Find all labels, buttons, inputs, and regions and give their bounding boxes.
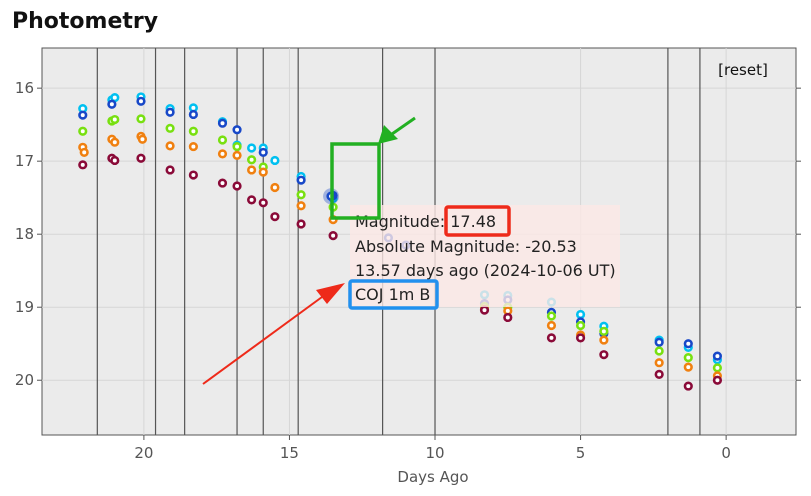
blue-highlight-box [348, 279, 439, 310]
data-point[interactable] [217, 118, 228, 128]
y-tick-label: 16 [15, 79, 34, 97]
data-point[interactable] [683, 339, 693, 349]
y-tick-label: 20 [15, 371, 34, 389]
data-point[interactable] [232, 181, 242, 191]
data-point[interactable] [107, 99, 117, 109]
x-axis-label: Days Ago [397, 468, 468, 486]
data-point[interactable] [712, 363, 722, 373]
x-tick-label: 15 [280, 444, 299, 462]
data-point[interactable] [575, 309, 586, 320]
x-tick-label: 0 [721, 444, 731, 462]
tooltip-magnitude: Magnitude: 17.48 [355, 212, 496, 231]
data-point[interactable] [258, 147, 268, 158]
data-point[interactable] [188, 109, 198, 120]
annotations [202, 116, 511, 385]
data-point[interactable] [247, 165, 257, 175]
tooltip-instrument: COJ 1m B [355, 285, 430, 304]
data-point[interactable] [188, 141, 198, 152]
data-point[interactable] [188, 170, 198, 180]
data-point[interactable] [546, 320, 557, 331]
data-point[interactable] [270, 182, 280, 193]
data-point[interactable] [78, 110, 88, 120]
data-point[interactable] [78, 160, 88, 170]
green-highlight-box [330, 142, 381, 220]
data-point[interactable] [110, 114, 120, 125]
data-points [78, 92, 722, 391]
data-point[interactable] [479, 305, 490, 315]
data-point[interactable] [296, 175, 306, 185]
red-arrow-line [202, 296, 323, 385]
section-title: Photometry [12, 9, 159, 34]
reset-button[interactable]: [reset] [718, 61, 768, 79]
data-point[interactable] [599, 335, 609, 345]
green-arrow-head [378, 125, 398, 144]
axis-ticks: 16 17 18 19 20 20 15 10 5 0 [15, 79, 801, 462]
data-point[interactable] [217, 149, 228, 159]
data-point[interactable] [296, 201, 306, 211]
data-point[interactable] [683, 381, 693, 391]
data-point[interactable] [165, 141, 175, 151]
y-tick-label: 19 [15, 298, 34, 316]
data-point[interactable] [599, 326, 609, 336]
vertical-markers [96, 48, 701, 435]
data-point[interactable] [296, 219, 306, 229]
data-point[interactable] [78, 126, 88, 136]
data-point[interactable] [110, 155, 120, 166]
data-point[interactable] [654, 337, 664, 347]
data-point[interactable] [247, 195, 257, 205]
x-tick-label: 10 [425, 444, 444, 462]
data-point[interactable] [232, 150, 242, 160]
y-tick-label: 18 [15, 225, 34, 243]
data-point[interactable] [575, 333, 586, 343]
tooltip-absolute-magnitude: Absolute Magnitude: -20.53 [355, 237, 577, 256]
data-point[interactable] [110, 137, 120, 147]
data-point[interactable] [654, 346, 664, 356]
data-point[interactable] [165, 107, 175, 117]
data-point[interactable] [232, 125, 242, 135]
data-point[interactable] [712, 351, 722, 361]
data-point[interactable] [165, 165, 175, 175]
data-point[interactable] [546, 333, 557, 343]
data-point[interactable] [165, 123, 175, 133]
x-tick-label: 20 [134, 444, 153, 462]
data-point[interactable] [137, 134, 148, 144]
data-point[interactable] [328, 231, 338, 241]
data-point[interactable] [575, 320, 586, 331]
tooltip-box [350, 205, 620, 307]
data-point[interactable] [217, 135, 228, 145]
data-point[interactable] [654, 358, 664, 368]
data-point[interactable] [258, 198, 268, 208]
green-arrow-line [391, 116, 416, 136]
data-point[interactable] [217, 178, 228, 188]
data-point[interactable] [247, 143, 257, 153]
data-point[interactable] [654, 369, 664, 379]
data-point[interactable] [270, 212, 280, 222]
data-point[interactable] [599, 350, 609, 360]
data-point[interactable] [232, 141, 242, 152]
data-point[interactable] [712, 375, 722, 385]
data-point[interactable] [258, 167, 268, 177]
data-point[interactable] [136, 114, 146, 124]
red-highlight-box [444, 205, 511, 237]
tooltip: Magnitude: 17.48 Absolute Magnitude: -20… [350, 205, 620, 307]
data-point[interactable] [136, 96, 146, 106]
data-point[interactable] [79, 147, 89, 158]
x-tick-label: 5 [576, 444, 586, 462]
data-point[interactable] [136, 153, 146, 163]
data-point[interactable] [188, 126, 198, 136]
data-point[interactable] [683, 362, 693, 372]
data-point[interactable] [247, 155, 257, 165]
data-point[interactable] [683, 353, 693, 363]
data-point[interactable] [503, 312, 513, 323]
y-tick-label: 17 [15, 152, 34, 170]
red-arrow-head [316, 283, 345, 304]
data-point[interactable] [270, 155, 280, 166]
tooltip-days-ago: 13.57 days ago (2024-10-06 UT) [355, 261, 616, 280]
data-point[interactable] [296, 190, 306, 200]
data-point[interactable] [546, 311, 557, 321]
